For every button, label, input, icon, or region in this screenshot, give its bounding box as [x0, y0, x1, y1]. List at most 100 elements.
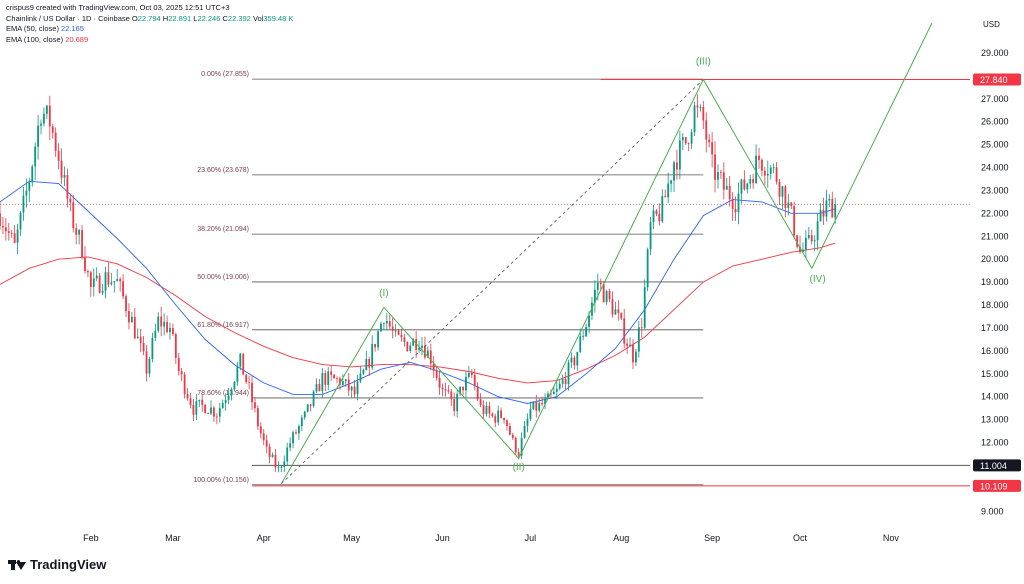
retracement-trend-line	[281, 79, 704, 485]
volume-label: Vol	[252, 13, 264, 23]
candle-body	[550, 393, 552, 395]
fib-level-label: 78.60% (13.944)	[197, 390, 249, 397]
candle-body	[10, 232, 13, 234]
time-tick-label: Aug	[613, 533, 629, 543]
price-tick-label: 9.000	[981, 506, 1004, 516]
candle-body	[66, 175, 69, 199]
candle-body	[87, 271, 89, 273]
candle-body	[807, 235, 810, 238]
candlesticks	[0, 94, 837, 473]
candle-body	[128, 311, 130, 323]
candle-body	[227, 395, 230, 400]
candle-body	[585, 326, 588, 337]
candle-body	[415, 339, 418, 350]
candle-body	[599, 282, 602, 285]
candle-body	[300, 417, 303, 427]
candle-body	[380, 323, 382, 332]
symbol-name[interactable]: Chainlink / US Dollar · 1D · Coinbase	[6, 13, 130, 23]
price-tick-label: 29.000	[981, 48, 1009, 58]
candle-body	[825, 200, 828, 217]
price-tick-label: 13.000	[981, 415, 1009, 425]
candle-body	[802, 249, 804, 253]
candle-body	[421, 345, 423, 348]
candle-body	[605, 290, 608, 303]
candle-body	[113, 281, 116, 283]
candle-body	[441, 387, 444, 390]
candle-body	[104, 272, 107, 291]
candle-body	[520, 437, 523, 456]
candle-body	[602, 284, 605, 303]
candle-body	[89, 272, 92, 287]
candle-body	[286, 447, 289, 462]
candle-body	[283, 461, 286, 467]
candle-body	[673, 162, 675, 181]
candle-body	[620, 313, 623, 319]
candle-body	[236, 366, 239, 382]
candle-body	[514, 437, 517, 453]
candle-body	[25, 190, 28, 196]
tradingview-logo-icon	[8, 558, 26, 572]
candle-body	[92, 278, 95, 287]
candle-body	[339, 378, 341, 385]
candle-body	[596, 282, 599, 290]
elliott-wave-label: (II)	[513, 462, 525, 473]
candle-body	[34, 146, 37, 167]
candle-body	[424, 345, 426, 358]
candle-body	[37, 125, 40, 147]
candle-body	[122, 281, 124, 297]
ema100-legend[interactable]: EMA (100, close) 20.689	[6, 35, 293, 46]
candle-body	[810, 235, 813, 242]
candle-body	[743, 179, 746, 190]
candle-body	[438, 378, 441, 388]
candle-body	[725, 185, 728, 190]
candle-body	[16, 229, 19, 243]
candle-body	[529, 409, 532, 419]
ema50-legend[interactable]: EMA (50, close) 22.165	[6, 24, 293, 35]
candle-body	[95, 275, 98, 279]
time-tick-label: Oct	[793, 533, 808, 543]
candle-body	[341, 381, 344, 385]
candle-body	[711, 142, 714, 155]
ohlc-low-label: L	[193, 13, 198, 23]
candle-body	[330, 371, 333, 375]
candle-body	[259, 426, 262, 434]
candle-body	[456, 393, 459, 412]
candle-body	[834, 204, 837, 218]
candle-body	[116, 279, 119, 282]
candle-body	[171, 327, 174, 335]
candle-body	[130, 316, 133, 323]
candle-body	[763, 170, 766, 176]
candle-body	[646, 249, 649, 288]
candle-body	[233, 381, 236, 390]
candle-body	[368, 359, 371, 368]
candle-body	[180, 371, 183, 375]
candle-body	[544, 398, 546, 405]
price-tick-label: 26.000	[981, 117, 1009, 127]
candle-body	[538, 402, 541, 411]
candle-body	[133, 316, 136, 339]
candle-body	[693, 105, 696, 133]
price-tick-label: 18.000	[981, 300, 1009, 310]
ema100-label: EMA (100, close)	[6, 34, 64, 44]
fib-level-label: 23.60% (23.678)	[197, 167, 249, 174]
candle-body	[198, 399, 201, 402]
ohlc-high-value: 22.891	[168, 13, 192, 23]
candle-body	[48, 105, 51, 127]
candle-body	[274, 454, 277, 468]
candle-body	[482, 404, 485, 415]
candle-body	[254, 402, 256, 409]
candle-body	[289, 443, 292, 448]
candle-body	[517, 452, 520, 456]
fib-level-label: 61.80% (16.917)	[197, 322, 249, 329]
tradingview-logo-text: TradingView	[30, 557, 107, 572]
fib-level-label: 38.20% (21.094)	[197, 226, 249, 233]
elliott-wave-label: (III)	[696, 56, 711, 67]
tradingview-logo[interactable]: TradingView	[8, 557, 106, 572]
candle-body	[336, 378, 338, 380]
candle-body	[429, 350, 432, 364]
candle-body	[110, 282, 113, 285]
candle-body	[497, 410, 500, 423]
candle-body	[462, 386, 464, 391]
candle-body	[652, 210, 655, 223]
